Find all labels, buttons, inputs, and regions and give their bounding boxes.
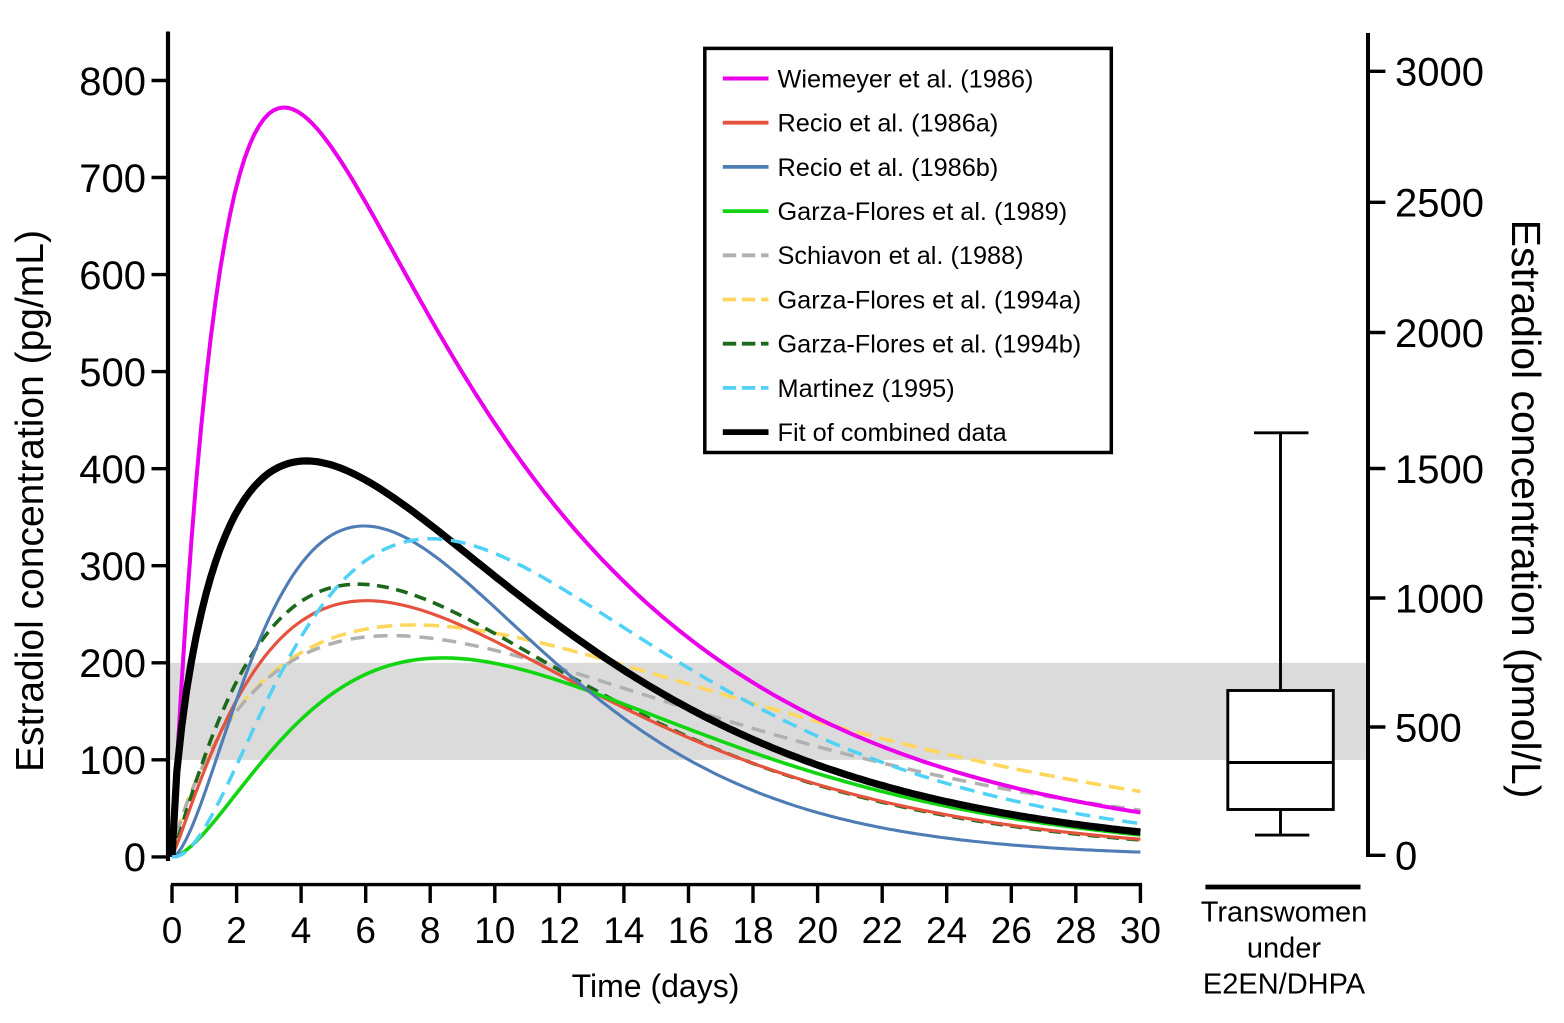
svg-text:0: 0 [1395, 835, 1417, 879]
svg-text:Recio et al. (1986a): Recio et al. (1986a) [778, 110, 999, 138]
svg-text:1500: 1500 [1395, 448, 1484, 492]
svg-text:Garza-Flores et al. (1989): Garza-Flores et al. (1989) [778, 198, 1068, 226]
svg-text:12: 12 [539, 910, 580, 951]
svg-text:2: 2 [226, 910, 247, 951]
svg-text:Transwomen: Transwomen [1201, 896, 1368, 928]
svg-text:Recio et al. (1986b): Recio et al. (1986b) [778, 154, 999, 182]
svg-text:100: 100 [79, 739, 146, 783]
svg-text:Wiemeyer et al. (1986): Wiemeyer et al. (1986) [778, 65, 1034, 93]
svg-text:Martinez (1995): Martinez (1995) [778, 375, 955, 403]
svg-text:E2EN/DHPA: E2EN/DHPA [1203, 969, 1366, 1001]
svg-text:Estradiol concentration (pmol/: Estradiol concentration (pmol/L) [1503, 220, 1549, 799]
svg-text:2000: 2000 [1395, 312, 1484, 356]
svg-text:Garza-Flores et al. (1994b): Garza-Flores et al. (1994b) [778, 331, 1082, 359]
svg-text:600: 600 [79, 254, 146, 298]
svg-text:10: 10 [474, 910, 515, 951]
svg-text:14: 14 [603, 910, 644, 951]
svg-text:300: 300 [79, 545, 146, 589]
svg-text:22: 22 [862, 910, 903, 951]
svg-text:3000: 3000 [1395, 51, 1484, 95]
svg-text:26: 26 [991, 910, 1032, 951]
svg-text:Schiavon et al. (1988): Schiavon et al. (1988) [778, 242, 1024, 270]
svg-text:24: 24 [926, 910, 967, 951]
svg-text:500: 500 [1395, 706, 1462, 750]
svg-text:20: 20 [797, 910, 838, 951]
svg-text:800: 800 [79, 60, 146, 104]
svg-text:under: under [1247, 933, 1322, 965]
svg-text:400: 400 [79, 448, 146, 492]
svg-text:18: 18 [732, 910, 773, 951]
svg-text:28: 28 [1055, 910, 1096, 951]
svg-text:16: 16 [668, 910, 709, 951]
svg-text:Garza-Flores et al. (1994a): Garza-Flores et al. (1994a) [778, 286, 1082, 314]
svg-text:Time (days): Time (days) [572, 968, 740, 1004]
svg-text:Estradiol concentration (pg/mL: Estradiol concentration (pg/mL) [9, 230, 52, 772]
svg-text:30: 30 [1120, 910, 1161, 951]
svg-text:0: 0 [162, 910, 183, 951]
svg-text:700: 700 [79, 157, 146, 201]
svg-text:0: 0 [124, 836, 146, 880]
svg-text:2500: 2500 [1395, 182, 1484, 226]
svg-text:200: 200 [79, 642, 146, 686]
svg-text:500: 500 [79, 351, 146, 395]
svg-text:6: 6 [355, 910, 376, 951]
svg-text:4: 4 [291, 910, 312, 951]
svg-text:Fit of combined data: Fit of combined data [778, 419, 1008, 447]
svg-text:8: 8 [420, 910, 441, 951]
svg-text:1000: 1000 [1395, 577, 1484, 621]
